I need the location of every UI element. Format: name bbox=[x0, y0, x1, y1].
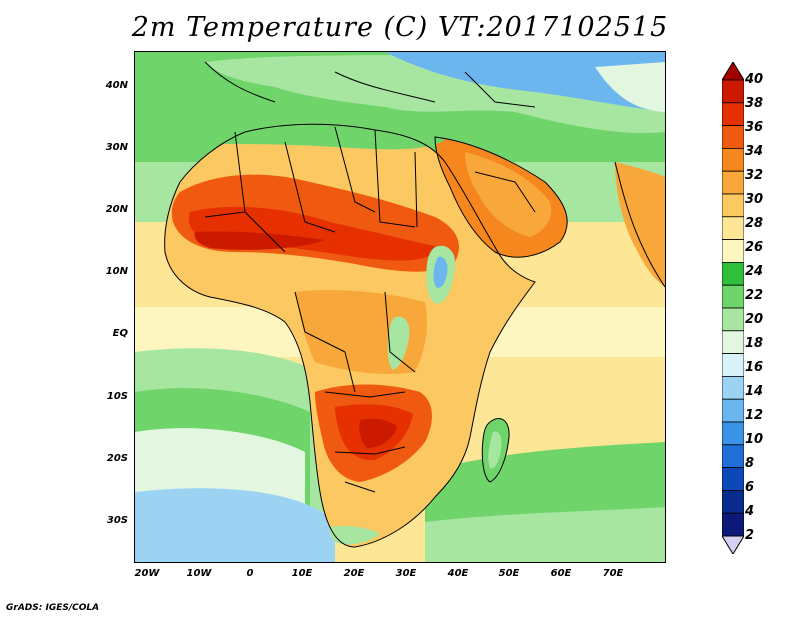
colorbar-arrow-top bbox=[722, 62, 744, 81]
lon-label-40e: 40E bbox=[447, 568, 469, 579]
colorbar-swatch bbox=[722, 148, 744, 172]
colorbar-swatch bbox=[722, 284, 744, 309]
lon-label-60e: 60E bbox=[550, 568, 572, 579]
lat-label-10s: 10S bbox=[106, 391, 128, 402]
country-borders bbox=[164, 61, 665, 548]
colorbar-swatch bbox=[722, 444, 744, 468]
lat-label-30s: 30S bbox=[106, 515, 128, 526]
lat-label-40n: 40N bbox=[105, 80, 128, 91]
east-african-highlands bbox=[387, 316, 410, 370]
map-title: 2m Temperature (C) VT:2017102515 bbox=[131, 12, 669, 43]
lat-label-10n: 10N bbox=[105, 266, 128, 277]
lon-label-10w: 10W bbox=[186, 568, 212, 579]
ethiopian-peaks bbox=[433, 256, 448, 288]
colorbar-level-label: 28 bbox=[745, 216, 764, 231]
colorbar-level-label: 34 bbox=[745, 144, 764, 159]
sahel-hottest bbox=[188, 206, 440, 261]
lon-label-20e: 20E bbox=[343, 568, 365, 579]
colorbar-level-label: 10 bbox=[745, 432, 764, 447]
south-indian-coldest bbox=[425, 507, 665, 562]
colorbar-swatch bbox=[722, 467, 744, 491]
cape-cool bbox=[329, 525, 380, 545]
grads-credit: GrADS: IGES/COLA bbox=[6, 603, 100, 613]
colorbar-swatch bbox=[722, 79, 744, 104]
colorbar-level-label: 6 bbox=[745, 480, 755, 495]
madagascar-highlands bbox=[488, 431, 502, 469]
colorbar-level-label: 2 bbox=[745, 528, 755, 543]
colorbar-swatch bbox=[722, 398, 744, 423]
colorbar-level-label: 24 bbox=[745, 264, 764, 279]
colorbar-level-label: 26 bbox=[745, 240, 764, 255]
colorbar-swatch bbox=[722, 216, 744, 241]
colorbar-level-label: 36 bbox=[745, 120, 764, 135]
southern-africa-peak bbox=[359, 418, 397, 448]
colorbar-level-label: 30 bbox=[745, 192, 764, 207]
colorbar-level-label: 12 bbox=[745, 408, 764, 423]
lat-label-20s: 20S bbox=[106, 453, 128, 464]
temperature-map bbox=[135, 52, 665, 562]
colorbar-level-label: 18 bbox=[745, 336, 764, 351]
caucasus-cold bbox=[595, 62, 665, 112]
lon-label-0: 0 bbox=[246, 568, 254, 579]
colorbar-swatch bbox=[722, 239, 744, 263]
north-africa-coast bbox=[203, 119, 445, 150]
colorbar bbox=[722, 62, 744, 554]
arabia-interior bbox=[465, 152, 552, 237]
colorbar-swatch bbox=[722, 193, 744, 218]
colorbar-swatch bbox=[722, 489, 744, 514]
colorbar-level-label: 4 bbox=[745, 504, 755, 519]
colorbar-swatch bbox=[722, 261, 744, 286]
colorbar-level-label: 32 bbox=[745, 168, 764, 183]
lat-label-20n: 20N bbox=[105, 204, 128, 215]
lon-label-50e: 50E bbox=[498, 568, 520, 579]
india-land bbox=[615, 162, 665, 287]
colorbar-swatch bbox=[722, 307, 744, 332]
colorbar-level-label: 40 bbox=[745, 72, 764, 87]
lon-label-10e: 10E bbox=[291, 568, 313, 579]
colorbar-swatch bbox=[722, 421, 744, 446]
colorbar-level-label: 38 bbox=[745, 96, 764, 111]
colorbar-swatch bbox=[722, 512, 744, 537]
colorbar-swatch bbox=[722, 330, 744, 354]
colorbar-level-label: 16 bbox=[745, 360, 764, 375]
lat-label-eq: EQ bbox=[112, 328, 128, 339]
lon-label-70e: 70E bbox=[602, 568, 624, 579]
temperature-field bbox=[135, 52, 665, 562]
lat-label-30n: 30N bbox=[105, 142, 128, 153]
colorbar-swatch bbox=[722, 353, 744, 377]
sahel-peak bbox=[194, 231, 325, 250]
colorbar-swatch bbox=[722, 375, 744, 400]
colorbar-level-label: 14 bbox=[745, 384, 764, 399]
colorbar-level-label: 22 bbox=[745, 288, 764, 303]
colorbar-swatch bbox=[722, 102, 744, 126]
colorbar-swatch bbox=[722, 170, 744, 195]
southern-ocean-cold bbox=[135, 488, 335, 562]
colorbar-swatch bbox=[722, 125, 744, 149]
colorbar-level-label: 20 bbox=[745, 312, 764, 327]
colorbar-level-label: 8 bbox=[745, 456, 755, 471]
lon-label-30e: 30E bbox=[395, 568, 417, 579]
lon-label-20w: 20W bbox=[134, 568, 160, 579]
colorbar-arrow-bottom bbox=[722, 535, 744, 554]
